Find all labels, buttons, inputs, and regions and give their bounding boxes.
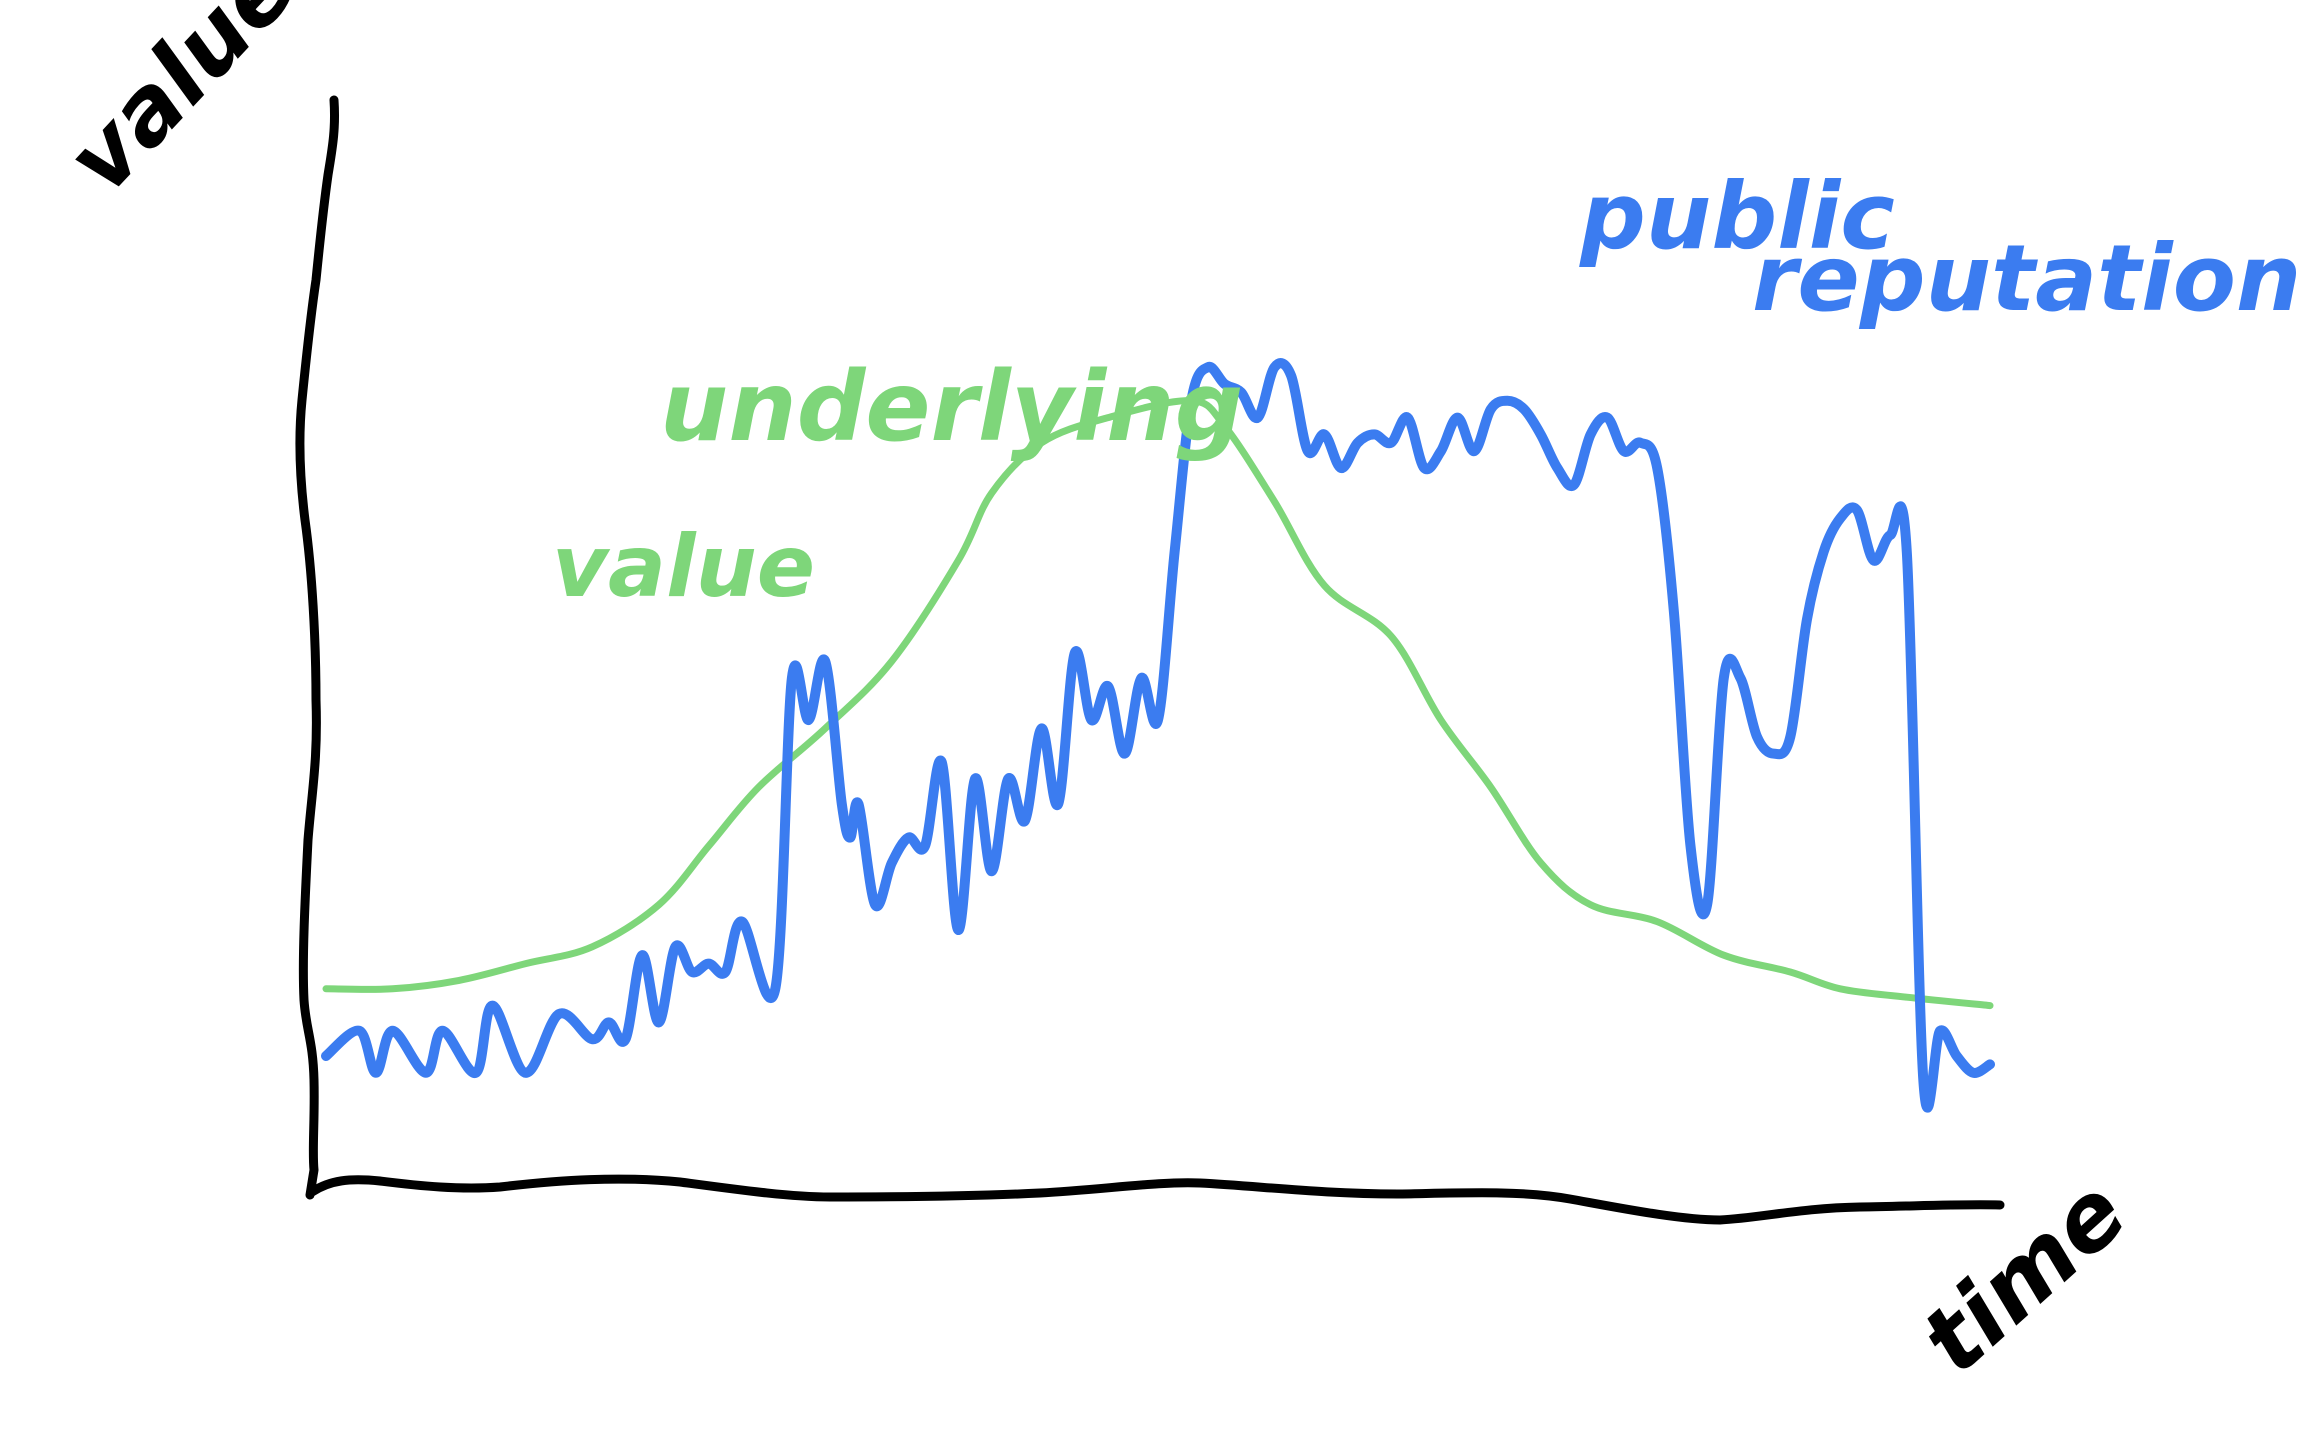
annotation-public: public xyxy=(1579,163,1895,270)
x-axis-label: time xyxy=(1901,1158,2146,1394)
y-axis xyxy=(295,95,340,1200)
annotation-reputation: reputation xyxy=(1752,225,2301,332)
annotation-value: value xyxy=(552,517,815,617)
series-line-public-reputation xyxy=(321,358,1995,1113)
plot-area xyxy=(321,358,1995,1113)
annotation-underlying: underlying xyxy=(660,351,1243,463)
x-axis xyxy=(307,1174,2005,1225)
y-axis-label: value xyxy=(46,0,316,213)
